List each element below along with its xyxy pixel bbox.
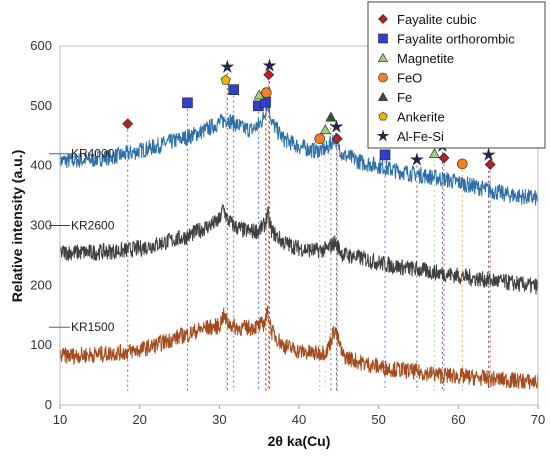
traces [59, 100, 539, 390]
phase-marker [329, 119, 344, 133]
legend-symbol [377, 91, 389, 101]
x-tick-label: 70 [531, 412, 545, 427]
legend-box [367, 1, 546, 149]
phase-markers [122, 58, 496, 170]
phase-marker [379, 149, 391, 161]
legend-label: Al-Fe-Si [397, 129, 444, 144]
phase-marker [261, 87, 272, 98]
phase-marker [331, 133, 343, 145]
y-tick-label: 500 [30, 98, 52, 113]
y-ticks: 0 100 200 300 400 500 600 [30, 38, 52, 412]
trace-labels: KR4000 KR2600 KR1500 [49, 147, 115, 334]
x-tick-label: 20 [132, 412, 146, 427]
y-tick-label: 0 [45, 397, 52, 412]
legend-symbol [376, 129, 390, 142]
phase-marker [438, 152, 450, 164]
legend-symbol [378, 111, 388, 121]
legend-label: Fe [397, 90, 412, 105]
y-tick-label: 300 [30, 218, 52, 233]
y-axis-title: Relative intensity (a.u.) [9, 150, 25, 302]
x-tick-label: 10 [53, 412, 67, 427]
legend-symbol [378, 14, 388, 24]
y-tick-label: 400 [30, 158, 52, 173]
phase-marker [484, 159, 496, 170]
phase-marker [428, 148, 440, 158]
phase-marker [220, 59, 235, 73]
phase-marker [319, 124, 331, 135]
x-tick-label: 40 [292, 412, 306, 427]
trace-label: KR1500 [71, 320, 115, 334]
phase-marker [314, 133, 326, 145]
trace-label: KR2600 [71, 219, 115, 233]
trace-kr2600 [59, 204, 539, 295]
legend-label: Magnetite [397, 51, 454, 66]
legend-label: Fayalite orthorombic [397, 32, 515, 47]
x-tick-label: 50 [371, 412, 385, 427]
y-tick-label: 100 [30, 337, 52, 352]
phase-marker [220, 74, 231, 85]
phase-marker [228, 84, 239, 95]
phase-marker [263, 69, 275, 81]
y-tick-label: 200 [30, 277, 52, 292]
phase-marker [182, 97, 193, 109]
phase-marker [481, 147, 496, 161]
trace-kr1500 [59, 305, 539, 390]
legend-label: Ankerite [397, 110, 445, 125]
legend-symbol [378, 72, 388, 83]
trace-kr4000 [59, 100, 539, 206]
phase-marker [409, 152, 424, 166]
phase-marker [457, 158, 468, 170]
x-ticks: 10 20 30 40 50 60 70 [53, 405, 545, 427]
trace-label: KR4000 [71, 147, 115, 161]
legend-label: FeO [397, 71, 422, 86]
legend-label: Fayalite cubic [397, 12, 477, 27]
phase-marker [262, 58, 277, 72]
phase-marker [122, 118, 134, 130]
y-tick-label: 600 [30, 38, 52, 53]
x-axis-title: 2θ ka(Cu) [268, 433, 331, 449]
phase-marker [325, 111, 337, 122]
x-tick-label: 30 [212, 412, 226, 427]
legend-symbol [377, 52, 389, 62]
x-tick-label: 60 [451, 412, 465, 427]
legend: Fayalite cubic Fayalite orthorombic Magnet… [367, 1, 546, 149]
legend-symbol [378, 33, 388, 44]
